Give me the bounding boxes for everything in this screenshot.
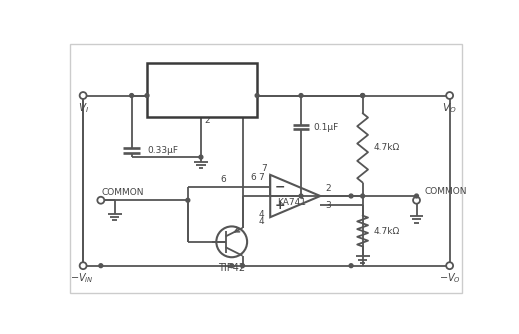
Circle shape	[446, 92, 453, 99]
Circle shape	[361, 94, 364, 98]
Circle shape	[241, 264, 244, 268]
Text: $V_I$: $V_I$	[78, 101, 89, 115]
Text: 4: 4	[258, 210, 264, 219]
Text: $-V_O$: $-V_O$	[439, 271, 460, 285]
Text: COMMON: COMMON	[424, 186, 467, 195]
Circle shape	[186, 198, 190, 202]
Circle shape	[99, 264, 103, 268]
Circle shape	[361, 194, 364, 198]
Circle shape	[413, 197, 420, 204]
Text: KA741: KA741	[277, 198, 306, 207]
Text: 4.7kΩ: 4.7kΩ	[373, 143, 400, 152]
Circle shape	[415, 194, 418, 198]
Text: TIP42: TIP42	[218, 263, 245, 273]
Text: $V_O$: $V_O$	[442, 101, 457, 115]
Text: COMMON: COMMON	[101, 188, 144, 197]
Text: 6: 6	[221, 175, 226, 184]
Text: 3: 3	[248, 69, 254, 78]
Text: 1: 1	[151, 69, 156, 78]
Circle shape	[79, 92, 87, 99]
Text: 7: 7	[258, 173, 264, 182]
Bar	[147, 63, 257, 117]
Circle shape	[361, 94, 364, 98]
Circle shape	[130, 94, 133, 98]
Circle shape	[349, 264, 353, 268]
Circle shape	[299, 194, 303, 198]
Circle shape	[349, 194, 353, 198]
Circle shape	[98, 197, 104, 204]
Text: 4: 4	[258, 216, 264, 225]
Text: 2: 2	[204, 117, 210, 126]
Circle shape	[230, 264, 234, 268]
Text: +: +	[274, 199, 285, 212]
Text: 3: 3	[325, 201, 331, 210]
Circle shape	[255, 94, 259, 98]
Text: −: −	[274, 180, 285, 193]
Text: 2: 2	[325, 184, 331, 193]
Text: 4.7kΩ: 4.7kΩ	[373, 226, 400, 235]
Text: KA78XXE: KA78XXE	[168, 84, 236, 97]
Circle shape	[79, 262, 87, 269]
Text: 6: 6	[250, 173, 256, 182]
Text: $-V_{IN}$: $-V_{IN}$	[70, 271, 93, 285]
Text: 7: 7	[261, 164, 267, 173]
Text: 0.1µF: 0.1µF	[313, 123, 338, 132]
Circle shape	[299, 94, 303, 98]
Circle shape	[446, 262, 453, 269]
Text: 0.33µF: 0.33µF	[147, 146, 178, 155]
Circle shape	[199, 155, 203, 159]
Circle shape	[145, 94, 149, 98]
